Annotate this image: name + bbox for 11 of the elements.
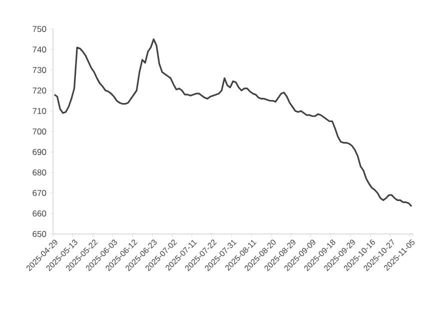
- y-tick-label: 730: [32, 66, 46, 73]
- y-tick-label: 700: [32, 128, 46, 134]
- y-tick-label: 680: [32, 169, 46, 176]
- y-tick-label: 740: [32, 46, 46, 52]
- y-tick-label: 720: [32, 87, 46, 94]
- y-tick-label: 660: [32, 210, 46, 216]
- y-tick-label: 650: [32, 230, 46, 237]
- y-tick-label: 670: [32, 190, 46, 196]
- y-tick-label: 690: [32, 148, 46, 155]
- y-tick-label: 710: [32, 108, 46, 114]
- y-tick-label: 750: [32, 26, 46, 32]
